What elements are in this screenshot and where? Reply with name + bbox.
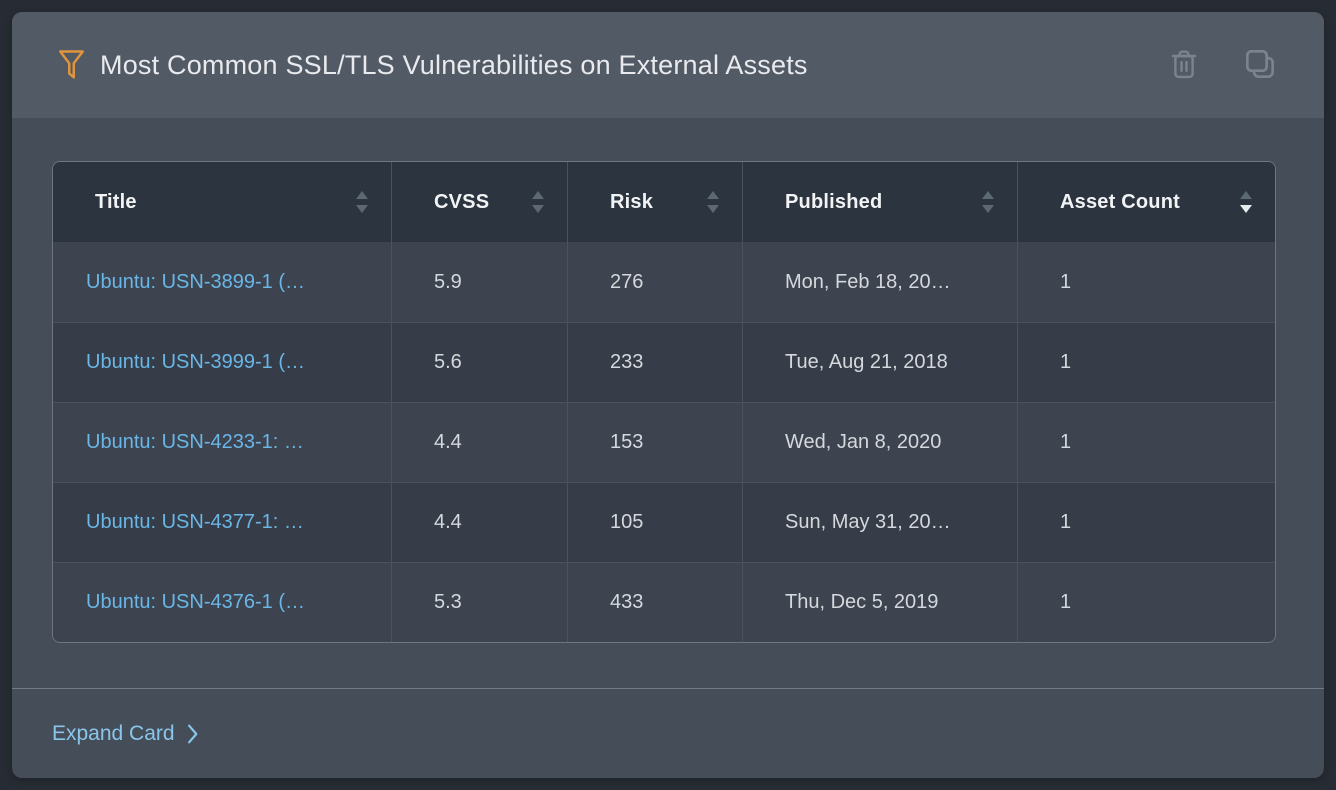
table-row: Ubuntu: USN-3899-1 (… 5.9 276 Mon, Feb 1…	[53, 242, 1275, 322]
published-value: Mon, Feb 18, 20…	[742, 242, 1017, 322]
column-header-asset-count[interactable]: Asset Count	[1017, 162, 1275, 242]
column-header-cvss[interactable]: CVSS	[391, 162, 567, 242]
asset-count-value: 1	[1017, 483, 1275, 562]
card-actions	[1168, 49, 1276, 81]
table-row: Ubuntu: USN-4376-1 (… 5.3 433 Thu, Dec 5…	[53, 562, 1275, 642]
vulnerability-link[interactable]: Ubuntu: USN-4233-1: …	[86, 431, 304, 453]
vulnerability-card: Most Common SSL/TLS Vulnerabilities on E…	[12, 12, 1324, 778]
cvss-value: 4.4	[391, 403, 567, 482]
risk-value: 276	[567, 242, 742, 322]
vulnerability-link[interactable]: Ubuntu: USN-4377-1: …	[86, 511, 304, 533]
trash-icon	[1169, 48, 1199, 83]
card-title: Most Common SSL/TLS Vulnerabilities on E…	[100, 49, 808, 80]
copy-icon	[1244, 48, 1276, 83]
cvss-value: 4.4	[391, 483, 567, 562]
risk-value: 233	[567, 323, 742, 402]
column-label: Risk	[610, 190, 654, 213]
sort-arrows-icon	[356, 191, 368, 213]
card-footer: Expand Card	[12, 688, 1324, 778]
sort-arrows-icon	[532, 191, 544, 213]
title-cell: Ubuntu: USN-4377-1: …	[53, 483, 391, 562]
column-header-risk[interactable]: Risk	[567, 162, 742, 242]
published-value: Wed, Jan 8, 2020	[742, 403, 1017, 482]
risk-value: 105	[567, 483, 742, 562]
risk-value: 153	[567, 403, 742, 482]
sort-arrows-icon	[982, 191, 994, 213]
cvss-value: 5.9	[391, 242, 567, 322]
column-label: Title	[95, 190, 137, 213]
table-row: Ubuntu: USN-3999-1 (… 5.6 233 Tue, Aug 2…	[53, 322, 1275, 402]
published-value: Tue, Aug 21, 2018	[742, 323, 1017, 402]
title-cell: Ubuntu: USN-4376-1 (…	[53, 563, 391, 642]
asset-count-value: 1	[1017, 323, 1275, 402]
column-label: Asset Count	[1060, 190, 1180, 213]
vulnerability-link[interactable]: Ubuntu: USN-4376-1 (…	[86, 591, 305, 613]
title-cell: Ubuntu: USN-4233-1: …	[53, 403, 391, 482]
filter-funnel-icon	[58, 48, 86, 82]
card-header: Most Common SSL/TLS Vulnerabilities on E…	[12, 12, 1324, 118]
cvss-value: 5.3	[391, 563, 567, 642]
chevron-right-icon	[187, 724, 198, 743]
sort-arrows-icon	[1240, 191, 1252, 213]
title-cell: Ubuntu: USN-3999-1 (…	[53, 323, 391, 402]
asset-count-value: 1	[1017, 563, 1275, 642]
table-row: Ubuntu: USN-4377-1: … 4.4 105 Sun, May 3…	[53, 482, 1275, 562]
duplicate-card-button[interactable]	[1244, 49, 1276, 81]
asset-count-value: 1	[1017, 403, 1275, 482]
title-cell: Ubuntu: USN-3899-1 (…	[53, 242, 391, 322]
table-body: Ubuntu: USN-3899-1 (… 5.9 276 Mon, Feb 1…	[53, 242, 1275, 642]
column-label: Published	[785, 190, 883, 213]
column-header-published[interactable]: Published	[742, 162, 1017, 242]
vulnerability-link[interactable]: Ubuntu: USN-3899-1 (…	[86, 270, 305, 293]
cvss-value: 5.6	[391, 323, 567, 402]
table-header-row: Title CVSS Risk	[53, 162, 1275, 242]
vulnerability-link[interactable]: Ubuntu: USN-3999-1 (…	[86, 351, 305, 373]
risk-value: 433	[567, 563, 742, 642]
vulnerability-table: Title CVSS Risk	[52, 161, 1276, 643]
table-row: Ubuntu: USN-4233-1: … 4.4 153 Wed, Jan 8…	[53, 402, 1275, 482]
published-value: Thu, Dec 5, 2019	[742, 563, 1017, 642]
column-header-title[interactable]: Title	[53, 162, 391, 242]
expand-card-label: Expand Card	[52, 721, 175, 745]
sort-arrows-icon	[707, 191, 719, 213]
asset-count-value: 1	[1017, 242, 1275, 322]
published-value: Sun, May 31, 20…	[742, 483, 1017, 562]
delete-card-button[interactable]	[1168, 49, 1200, 81]
column-label: CVSS	[434, 190, 490, 213]
card-body: Title CVSS Risk	[12, 118, 1324, 688]
expand-card-link[interactable]: Expand Card	[52, 722, 199, 746]
